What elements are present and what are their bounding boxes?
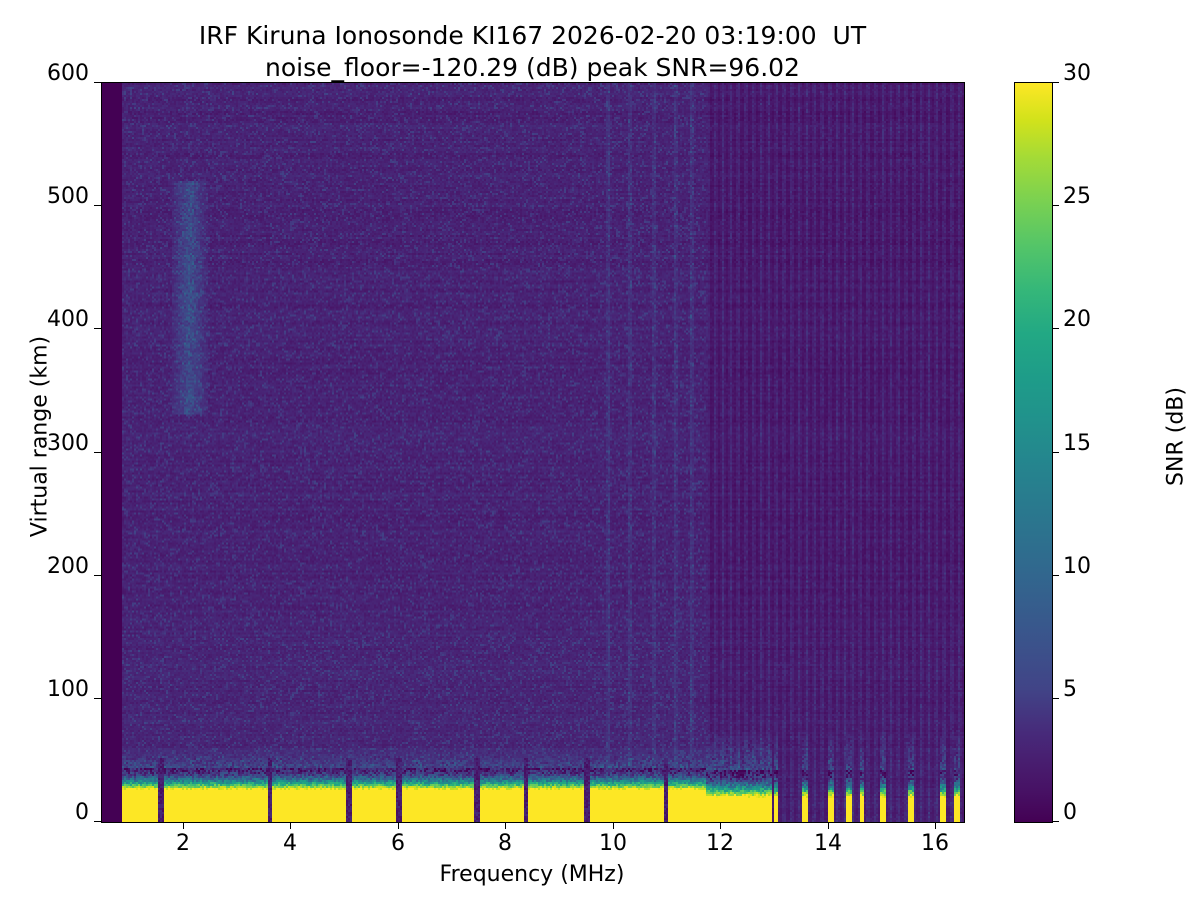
xtick-label-14: 14 [814, 831, 842, 856]
ytick-label-500: 500 [47, 184, 89, 209]
ytick-mark-600 [94, 82, 101, 83]
ionogram-plot-area [101, 82, 965, 823]
ionogram-heatmap [102, 83, 964, 822]
cbtick-label-0: 0 [1063, 800, 1077, 825]
cbtick-label-5: 5 [1063, 677, 1077, 702]
xtick-mark-10 [613, 822, 614, 829]
xtick-mark-8 [505, 822, 506, 829]
ytick-label-0: 0 [75, 800, 89, 825]
xtick-mark-2 [183, 822, 184, 829]
ytick-mark-100 [94, 698, 101, 699]
xtick-label-8: 8 [498, 831, 512, 856]
cbtick-label-10: 10 [1063, 554, 1091, 579]
xtick-label-10: 10 [599, 831, 627, 856]
xtick-mark-14 [828, 822, 829, 829]
xtick-mark-6 [398, 822, 399, 829]
ytick-mark-200 [94, 575, 101, 576]
ytick-mark-400 [94, 328, 101, 329]
ytick-label-300: 300 [47, 431, 89, 456]
cbtick-label-15: 15 [1063, 431, 1091, 456]
y-axis-label: Virtual range (km) [27, 335, 53, 538]
cbtick-label-25: 25 [1063, 184, 1091, 209]
x-axis-label: Frequency (MHz) [439, 862, 625, 887]
ytick-mark-0 [94, 821, 101, 822]
ytick-mark-300 [94, 452, 101, 453]
cbtick-mark-25 [1052, 205, 1059, 206]
ytick-label-100: 100 [47, 677, 89, 702]
cbtick-mark-15 [1052, 452, 1059, 453]
xtick-mark-4 [290, 822, 291, 829]
ytick-mark-500 [94, 205, 101, 206]
ytick-label-400: 400 [47, 307, 89, 332]
cbtick-label-30: 30 [1063, 61, 1091, 86]
xtick-label-4: 4 [283, 831, 297, 856]
figure-title: IRF Kiruna Ionosonde KI167 2026-02-20 03… [0, 20, 1065, 84]
ytick-label-200: 200 [47, 554, 89, 579]
cbtick-label-20: 20 [1063, 307, 1091, 332]
cbtick-mark-10 [1052, 575, 1059, 576]
title-line-2: noise_floor=-120.29 (dB) peak SNR=96.02 [265, 53, 800, 82]
cbtick-mark-30 [1052, 82, 1059, 83]
snr-colorbar [1014, 82, 1053, 823]
cbtick-mark-20 [1052, 328, 1059, 329]
xtick-mark-12 [720, 822, 721, 829]
ytick-label-600: 600 [47, 61, 89, 86]
xtick-label-16: 16 [921, 831, 949, 856]
cbtick-mark-5 [1052, 698, 1059, 699]
cbtick-mark-0 [1052, 821, 1059, 822]
colorbar-label: SNR (dB) [1163, 387, 1189, 486]
xtick-label-6: 6 [391, 831, 405, 856]
xtick-label-12: 12 [706, 831, 734, 856]
xtick-label-2: 2 [176, 831, 190, 856]
xtick-mark-16 [935, 822, 936, 829]
title-line-1: IRF Kiruna Ionosonde KI167 2026-02-20 03… [198, 21, 867, 50]
